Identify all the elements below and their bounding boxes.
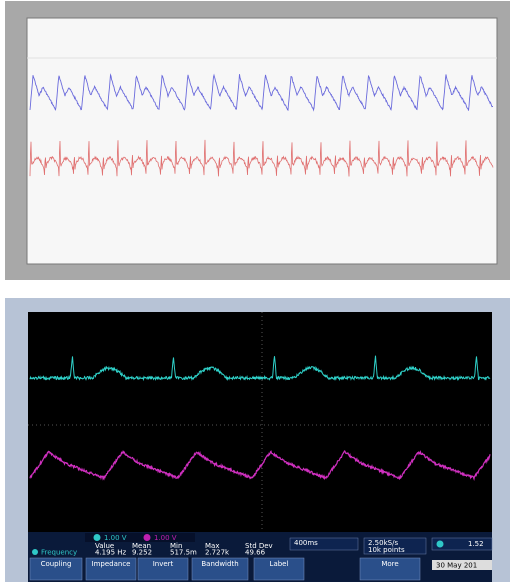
channel-box — [85, 533, 195, 542]
menu-label[interactable]: Bandwidth — [201, 560, 238, 568]
trigger-badge — [437, 541, 444, 548]
trigger-level: 1.52 — [468, 540, 484, 548]
ch1-badge — [94, 534, 101, 541]
ch2-badge — [144, 534, 151, 541]
measure-badge — [32, 549, 38, 555]
menu-label[interactable]: Coupling — [41, 560, 72, 568]
measure-value: 2.727k — [205, 549, 230, 557]
measure-label: Frequency — [41, 549, 77, 557]
page: 1.00 V 1.00 V ValueMeanMinMaxStd DevFreq… — [0, 0, 514, 582]
ch2-scale: 1.00 V — [154, 534, 177, 542]
measure-value: 49.66 — [245, 549, 266, 557]
menu-label[interactable]: Label — [270, 560, 289, 568]
menu-label[interactable]: More — [381, 560, 398, 568]
timebase: 400ms — [294, 539, 318, 547]
top-plot — [27, 18, 497, 264]
measure-value: 4.195 Hz — [95, 549, 127, 557]
ch1-scale: 1.00 V — [104, 534, 127, 542]
scope-screen — [28, 312, 492, 532]
date: 30 May 201 — [436, 562, 477, 570]
menu-label[interactable]: Impedance — [92, 560, 131, 568]
measure-value: 517.5m — [170, 549, 197, 557]
measure-value: 9.252 — [132, 549, 152, 557]
screenshot: 1.00 V 1.00 V ValueMeanMinMaxStd DevFreq… — [0, 0, 514, 582]
menu-label[interactable]: Invert — [153, 560, 174, 568]
record-length: 10k points — [368, 546, 405, 554]
menu: Coupling Impedance Invert Bandwidth Label Mor… — [30, 558, 420, 580]
